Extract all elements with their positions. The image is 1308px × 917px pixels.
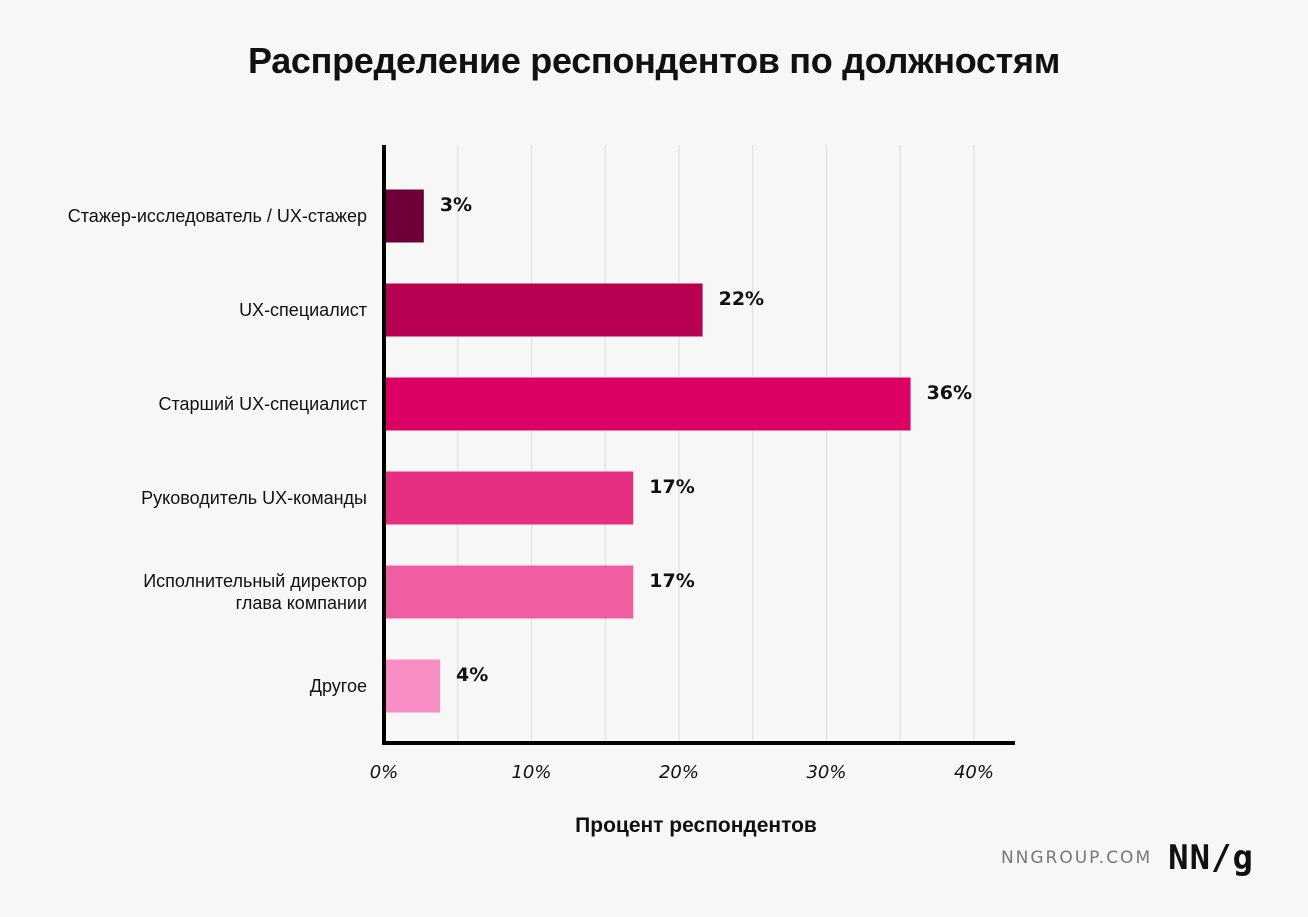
value-label: 22% <box>719 288 764 310</box>
category-labels: Стажер-исследователь / UX-стажер UX-специ… <box>68 206 367 696</box>
chart-title: Распределение респондентов по должностям <box>247 40 1061 81</box>
x-tick-label: 30% <box>806 762 846 783</box>
bar <box>384 189 424 243</box>
x-tick-label: 40% <box>954 762 994 783</box>
category-label: Исполнительный директор глава компании <box>143 571 367 613</box>
bar <box>384 565 634 619</box>
category-label: Стажер-исследователь / UX-стажер <box>68 206 367 226</box>
x-tick-label: 20% <box>659 762 699 783</box>
grid-lines <box>457 145 975 743</box>
x-tick-label: 0% <box>370 762 399 783</box>
bars <box>384 189 911 713</box>
x-axis-title: Процент респондентов <box>575 814 817 837</box>
category-label: Старший UX-специалист <box>158 394 367 414</box>
value-labels: 3% 22% 36% 17% 17% 4% <box>440 194 972 686</box>
category-label: UX-специалист <box>239 300 367 320</box>
footer-site-text: NNGROUP.COM <box>1000 848 1153 868</box>
bar <box>384 659 441 713</box>
value-label: 3% <box>440 194 472 216</box>
category-label: Руководитель UX-команды <box>141 488 367 508</box>
bar <box>384 283 703 337</box>
footer-brand: NNGROUP.COM NN/g <box>1001 838 1254 878</box>
bar <box>384 377 911 431</box>
value-label: 4% <box>456 664 488 686</box>
value-label: 36% <box>927 382 972 404</box>
x-tick-label: 10% <box>511 762 551 783</box>
x-tick-labels: 0% 10% 20% 30% 40% <box>370 762 994 783</box>
bar <box>384 471 634 525</box>
category-label: Другое <box>310 676 367 696</box>
value-label: 17% <box>649 570 694 592</box>
nng-logo: NN/g <box>1168 838 1254 878</box>
value-label: 17% <box>649 476 694 498</box>
